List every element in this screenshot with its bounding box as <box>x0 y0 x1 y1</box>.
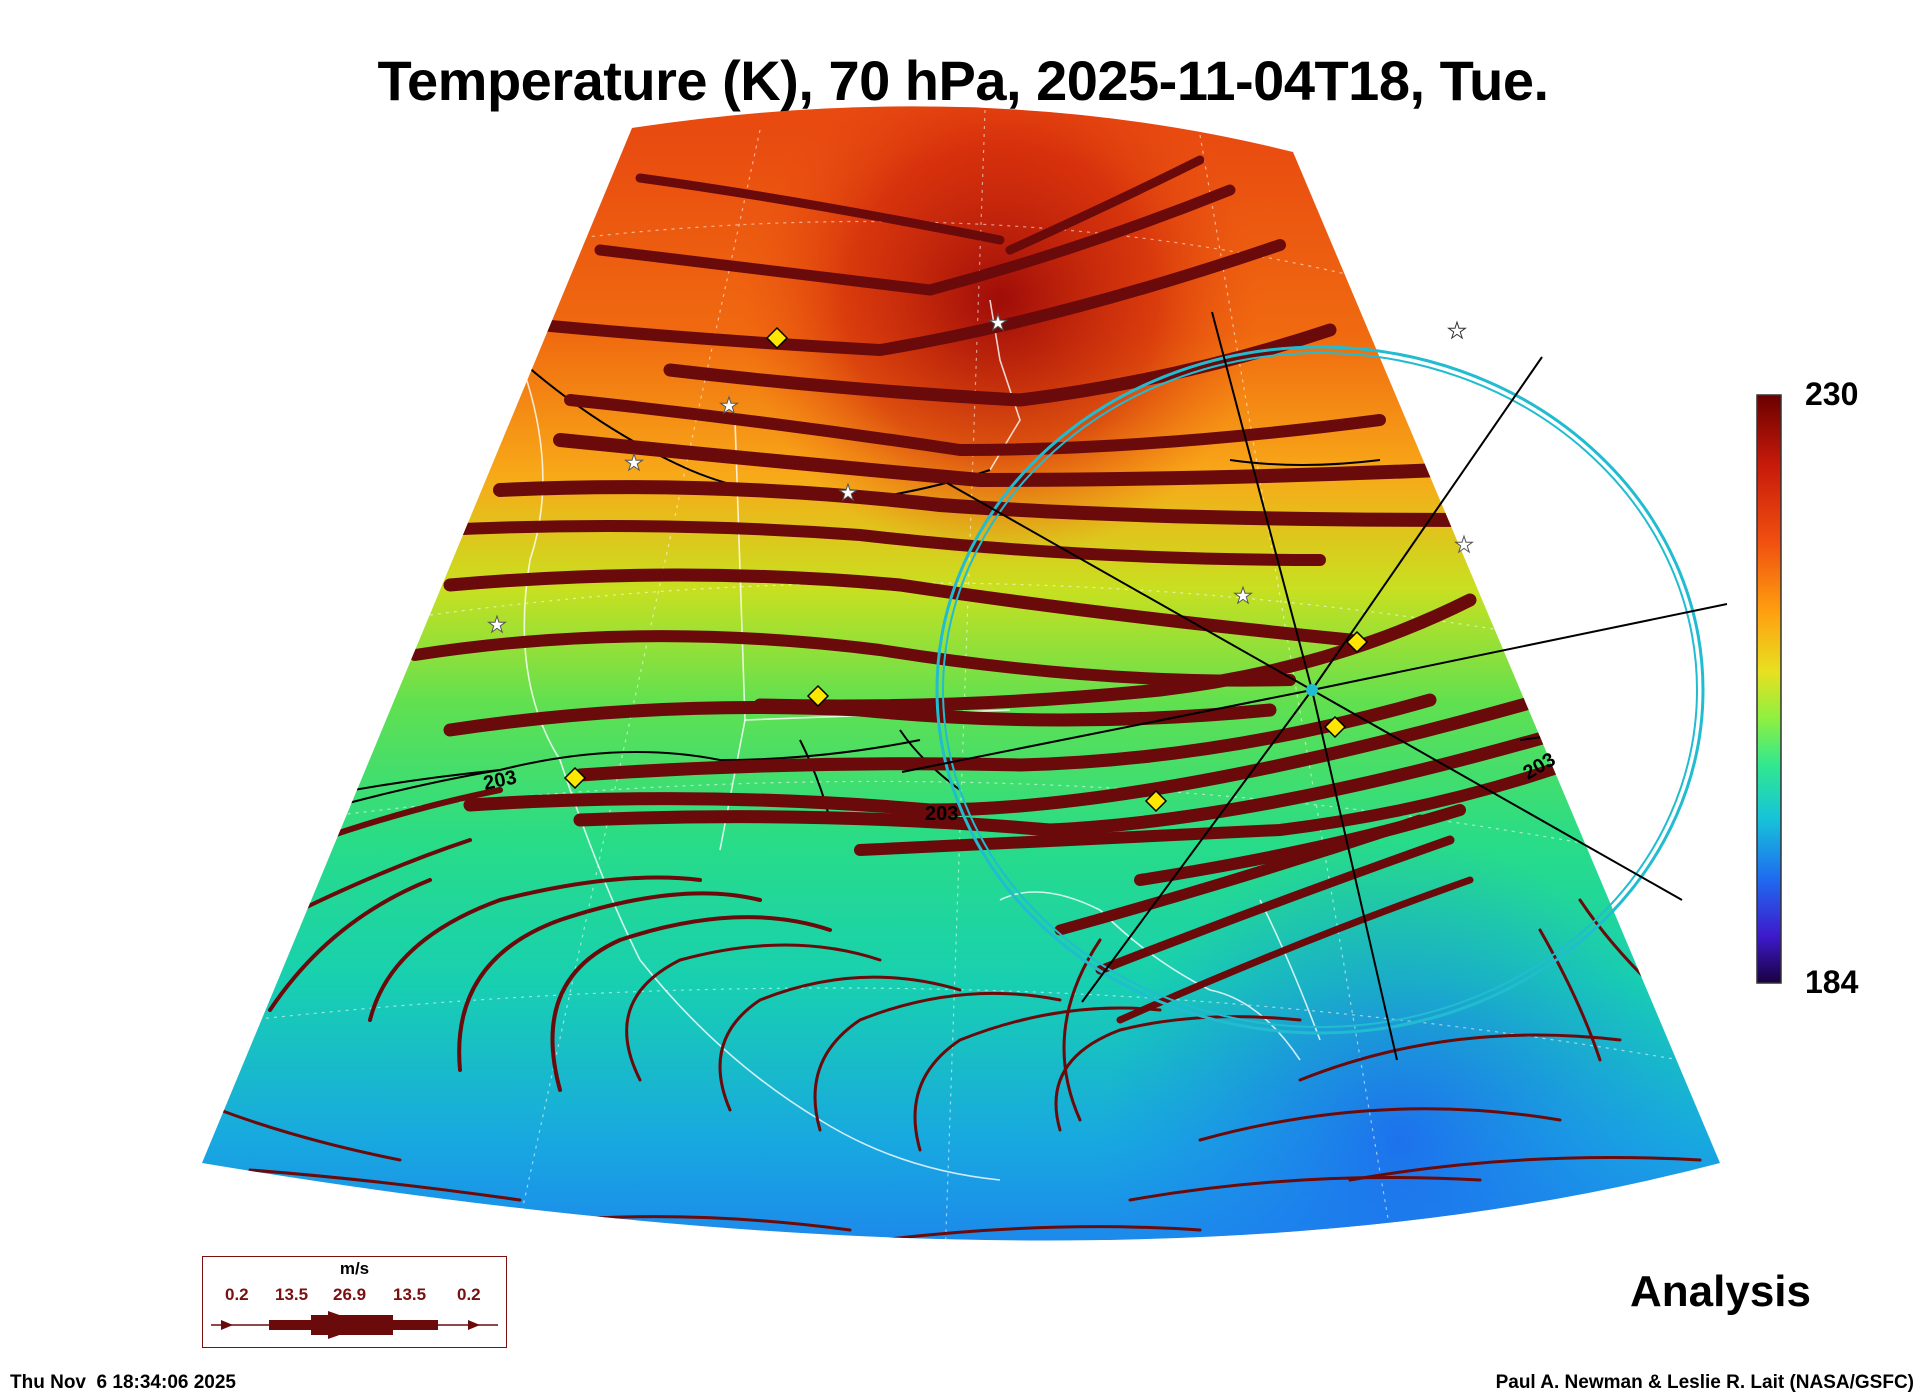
svg-text:★: ★ <box>988 311 1008 336</box>
radial-lines <box>901 311 1728 1061</box>
analysis-label: Analysis <box>1630 1267 1811 1316</box>
temperature-field <box>202 106 1720 1241</box>
svg-text:★: ★ <box>1447 319 1467 344</box>
svg-text:★: ★ <box>624 451 644 476</box>
colorbar-min-label: 184 <box>1805 964 1859 1000</box>
center-marker <box>1306 684 1318 696</box>
svg-text:★: ★ <box>487 613 507 638</box>
svg-text:★: ★ <box>1454 533 1474 558</box>
svg-text:★: ★ <box>1233 584 1253 609</box>
chart-title: Temperature (K), 70 hPa, 2025-11-04T18, … <box>377 49 1549 112</box>
legend-value: 13.5 <box>393 1285 427 1304</box>
graticule <box>249 109 1681 1241</box>
station-stars: ★ ★ ★ ★ ★ ★ ★ ★ <box>487 311 1475 639</box>
credit: Paul A. Newman & Leslie R. Lait (NASA/GS… <box>1495 1372 1914 1393</box>
station-diamonds <box>563 326 1369 813</box>
contour-label: 203 <box>925 803 958 825</box>
legend-value: 13.5 <box>275 1285 309 1304</box>
wind-streamlines <box>218 155 1702 1241</box>
legend-unit: m/s <box>339 1259 370 1278</box>
wind-speed-legend: m/s 0.2 13.5 26.9 13.5 0.2 <box>202 1256 507 1348</box>
legend-value: 26.9 <box>333 1285 367 1304</box>
legend-value: 0.2 <box>457 1285 481 1304</box>
legend-streamline-sample <box>211 1311 498 1339</box>
colorbar-max-label: 230 <box>1805 376 1859 412</box>
legend-value: 0.2 <box>225 1285 249 1304</box>
svg-text:★: ★ <box>838 481 858 506</box>
svg-text:★: ★ <box>719 394 739 419</box>
colorbar <box>1756 394 1782 984</box>
timestamp: Thu Nov 6 18:34:06 2025 <box>10 1372 236 1393</box>
trajectory-circle <box>935 345 1705 1035</box>
